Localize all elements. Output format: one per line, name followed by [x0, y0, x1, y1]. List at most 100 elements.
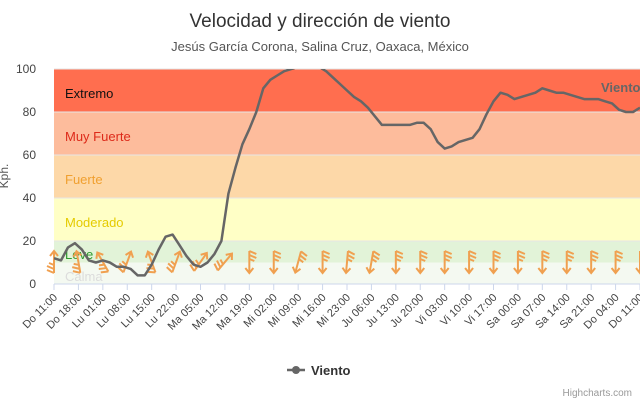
- band-label-extremo: Extremo: [65, 86, 113, 101]
- wind-arrow: [46, 249, 59, 274]
- y-axis-ticks: 0 20 40 60 80 100: [16, 62, 36, 291]
- arrow-head: [49, 249, 59, 257]
- series-viento[interactable]: [54, 65, 640, 277]
- wind-arrow: [391, 250, 404, 275]
- band-label-fuerte: Fuerte: [65, 172, 103, 187]
- wind-arrow: [268, 250, 282, 275]
- legend-item-viento[interactable]: Viento: [311, 363, 351, 378]
- y-tick-label: 60: [23, 148, 37, 162]
- arrow-head: [291, 266, 302, 275]
- wind-arrow: [488, 250, 501, 275]
- y-tick-label: 20: [23, 234, 37, 248]
- wind-arrow: [365, 250, 381, 275]
- arrow-barbs: [213, 259, 224, 271]
- arrow-barbs: [322, 250, 330, 262]
- arrow-barbs: [298, 250, 308, 264]
- arrow-shaft: [171, 251, 181, 273]
- arrow-barbs: [346, 250, 356, 263]
- arrow-head: [268, 267, 279, 275]
- arrow-shaft: [96, 251, 110, 273]
- arrow-head: [317, 267, 328, 275]
- arrow-barbs: [590, 250, 599, 262]
- band-label-moderado: Moderado: [65, 215, 124, 230]
- arrow-shaft: [368, 250, 375, 274]
- arrow-barbs: [248, 250, 257, 262]
- series-label: Viento: [601, 80, 640, 95]
- arrow-head: [365, 266, 375, 275]
- arrow-head: [561, 267, 572, 275]
- wind-arrow: [586, 250, 599, 275]
- wind-arrow: [635, 251, 640, 275]
- wind-arrow: [95, 251, 110, 274]
- band-label-calma: Calma: [65, 269, 103, 284]
- arrow-head: [200, 251, 209, 260]
- wind-arrow: [415, 250, 428, 275]
- arrow-head: [244, 267, 255, 275]
- series-line-viento[interactable]: [54, 65, 640, 277]
- legend-dot-symbol: [292, 366, 300, 374]
- arrow-head: [513, 267, 523, 275]
- wind-arrow: [166, 250, 183, 274]
- arrow-head: [635, 267, 640, 275]
- arrow-shaft: [193, 252, 208, 272]
- chart-title: Velocidad y dirección de viento: [190, 11, 451, 32]
- band-fuerte: [54, 155, 640, 198]
- wind-arrow: [213, 252, 234, 272]
- wind-arrow: [513, 250, 526, 275]
- arrow-head: [173, 250, 183, 259]
- wind-arrow: [610, 250, 623, 275]
- band-label-muy-fuerte: Muy Fuerte: [65, 129, 131, 144]
- arrow-shaft: [294, 251, 302, 273]
- arrow-shaft: [75, 250, 82, 274]
- arrow-head: [415, 267, 426, 275]
- arrow-barbs: [371, 250, 381, 263]
- arrow-barbs: [419, 250, 428, 262]
- arrow-barbs: [517, 250, 526, 262]
- arrow-barbs: [98, 263, 109, 274]
- arrow-head: [488, 267, 499, 275]
- wind-arrow: [464, 250, 477, 275]
- arrow-barbs: [273, 250, 282, 262]
- arrow-barbs: [468, 250, 477, 262]
- y-tick-label: 0: [29, 277, 36, 291]
- arrow-barbs: [71, 262, 81, 274]
- arrow-barbs: [444, 250, 453, 262]
- chart-subtitle: Jesús García Corona, Salina Cruz, Oaxaca…: [171, 39, 469, 54]
- wind-arrow: [244, 250, 257, 275]
- arrow-barbs: [541, 250, 550, 262]
- arrow-head: [72, 249, 82, 258]
- arrow-head: [610, 267, 621, 275]
- arrow-head: [341, 267, 352, 275]
- arrow-head: [391, 267, 401, 275]
- arrow-head: [537, 267, 548, 275]
- arrow-shaft: [345, 250, 349, 274]
- arrow-head: [95, 251, 104, 259]
- arrow-head: [144, 250, 154, 259]
- wind-arrow: [341, 250, 356, 275]
- wind-arrow: [537, 250, 550, 275]
- y-tick-label: 80: [23, 105, 37, 119]
- credits[interactable]: Highcharts.com: [563, 388, 632, 399]
- band-muy-fuerte: [54, 112, 640, 155]
- wind-arrow: [71, 249, 82, 274]
- arrow-barbs: [166, 260, 176, 274]
- arrow-shaft: [217, 252, 233, 272]
- arrow-head: [125, 250, 135, 259]
- arrow-head: [464, 267, 474, 275]
- wind-arrow: [561, 250, 575, 275]
- arrow-barbs: [395, 250, 404, 262]
- arrow-head: [225, 252, 234, 260]
- direction-arrows: [46, 249, 640, 275]
- y-axis-label: Kph.: [0, 164, 11, 189]
- arrow-barbs: [493, 250, 501, 262]
- arrow-barbs: [566, 250, 575, 262]
- wind-arrow: [291, 250, 308, 275]
- band-moderado: [54, 198, 640, 241]
- legend[interactable]: Viento: [287, 363, 351, 378]
- y-tick-label: 40: [23, 191, 37, 205]
- arrow-barbs: [46, 262, 55, 274]
- y-tick-label: 100: [16, 62, 36, 76]
- arrow-shaft: [122, 251, 132, 273]
